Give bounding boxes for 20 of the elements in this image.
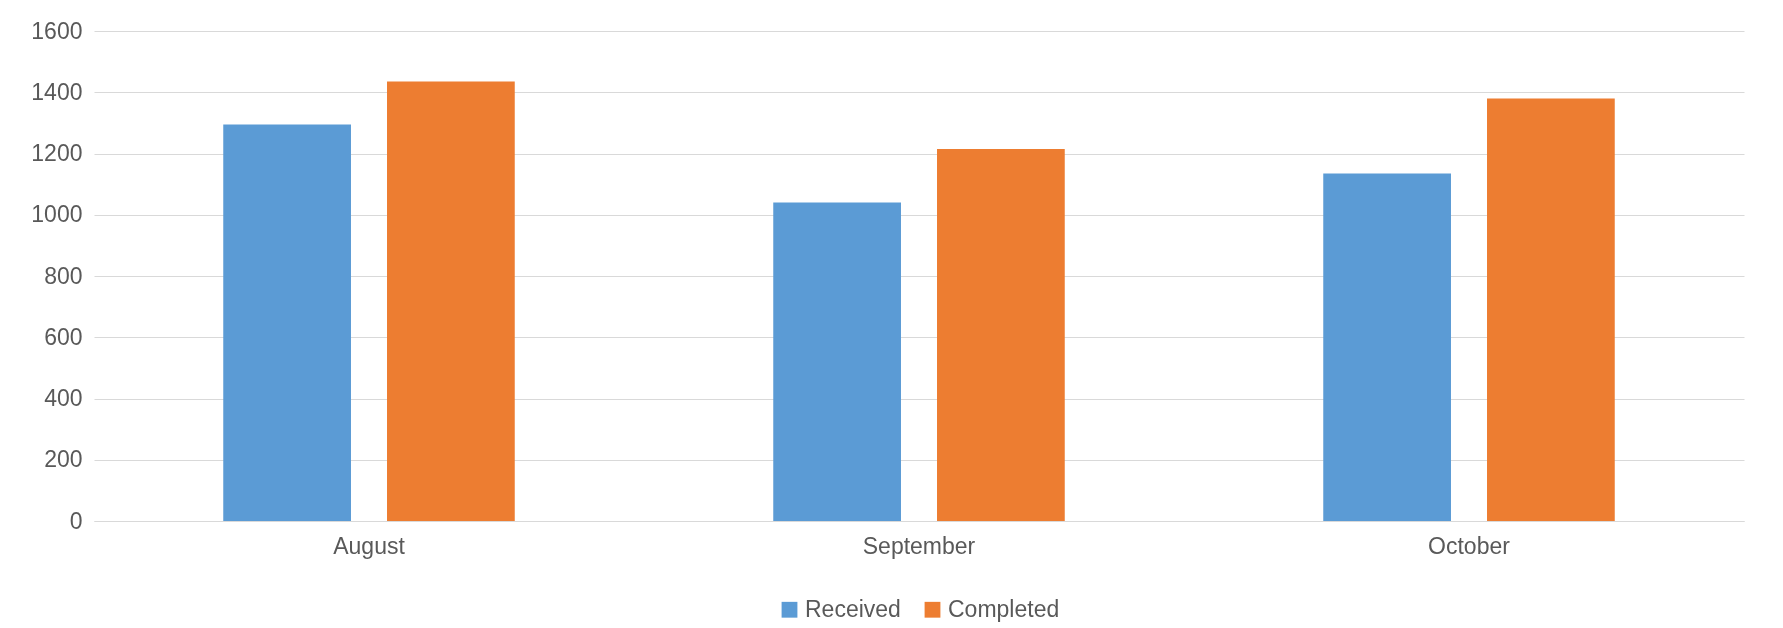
legend-label: Completed [948,595,1060,622]
bar [1487,98,1615,521]
y-tick-label: 200 [44,446,83,473]
y-tick-label: 600 [44,323,83,350]
bar [937,148,1065,521]
bar [1323,173,1451,521]
y-tick-label: 1200 [31,140,83,166]
bar [773,202,901,521]
bar [223,124,351,521]
y-tick-label: 1000 [31,201,83,228]
x-tick-label: September [862,532,976,559]
bar [387,81,515,521]
y-tick-label: 400 [44,385,83,411]
x-tick-label: October [1428,532,1511,559]
legend-label: Received [805,595,901,622]
y-tick-label: 800 [44,262,83,289]
y-tick-label: 1400 [31,78,83,105]
x-tick-label: August [333,532,406,559]
y-tick-label: 0 [69,507,83,534]
y-tick-label: 1600 [31,17,83,44]
